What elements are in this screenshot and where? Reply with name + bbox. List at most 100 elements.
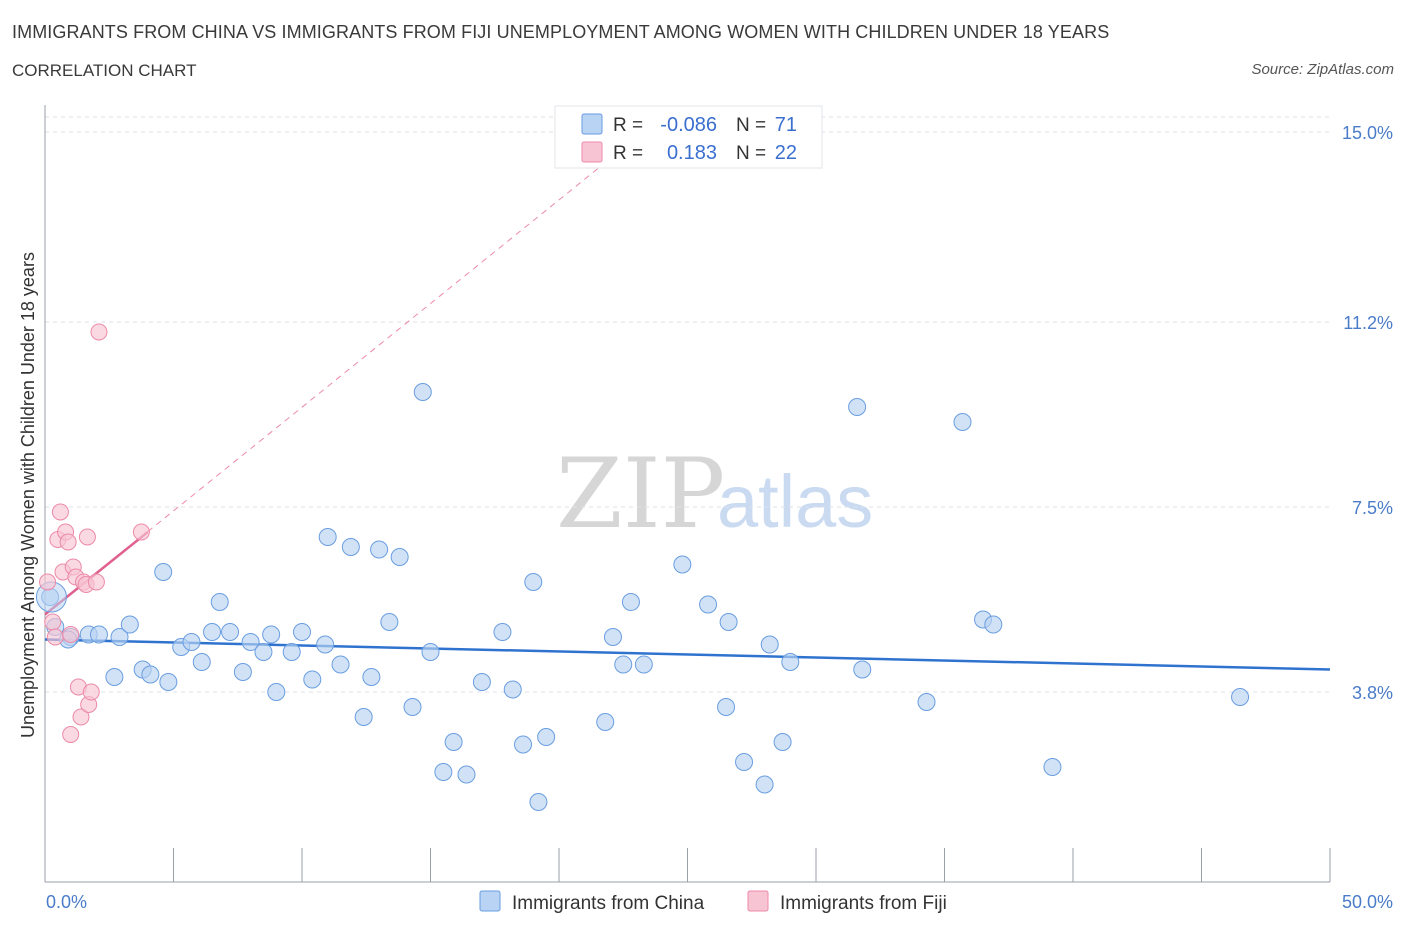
china-point [141, 665, 160, 684]
fiji-point [62, 626, 80, 643]
china-point [755, 775, 774, 794]
chart-subtitle: CORRELATION CHART [12, 61, 197, 80]
bottom-legend-swatch-fiji [747, 890, 769, 912]
china-point [233, 663, 252, 681]
china-point [380, 613, 399, 631]
bottom-legend-swatch-china [479, 890, 501, 912]
china-point [603, 628, 622, 646]
y-tick-label: 7.5% [1352, 498, 1393, 518]
chart-title: IMMIGRANTS FROM CHINA VS IMMIGRANTS FROM… [12, 22, 1110, 42]
china-point [254, 643, 273, 661]
china-point [221, 623, 240, 641]
fiji-point [132, 523, 150, 541]
fiji-point [90, 323, 108, 341]
china-point [514, 735, 533, 754]
china-point [760, 635, 779, 654]
fiji-point [72, 708, 90, 726]
fiji-point [39, 573, 57, 591]
china-point [390, 548, 409, 566]
y-axis-label: Unemployment Among Women with Children U… [18, 252, 38, 738]
china-point [210, 593, 229, 611]
china-point [493, 623, 512, 641]
china-point [953, 413, 972, 431]
legend-swatch-china [581, 113, 603, 135]
china-point [362, 668, 381, 686]
china-point [984, 615, 1003, 634]
china-point [853, 660, 872, 679]
legend-n-value-fiji: 22 [775, 142, 797, 164]
china-point [917, 693, 936, 711]
y-tick-label: 15.0% [1342, 123, 1393, 143]
fiji-point [78, 528, 96, 546]
trend-lines [44, 116, 1331, 671]
china-point [159, 673, 178, 691]
china-point [89, 625, 108, 644]
fiji-point [82, 683, 100, 701]
china-point [154, 563, 173, 581]
bottom-legend-label-fiji: Immigrants from Fiji [780, 893, 947, 914]
china-point [241, 633, 260, 651]
china-point [596, 713, 615, 731]
y-tick-label: 3.8% [1352, 683, 1393, 703]
legend-n-value-china: 71 [775, 114, 797, 136]
china-point [370, 540, 389, 559]
gridlines [45, 116, 1330, 693]
top-legend: R = -0.086 N = 71 R = 0.183 N = 22 [554, 105, 823, 169]
x-tick-label-max: 50.0% [1342, 892, 1393, 912]
axes [44, 105, 1331, 883]
china-point [699, 595, 718, 614]
x-tick-label-min: 0.0% [46, 892, 87, 912]
china-point [293, 623, 311, 641]
china-point [773, 733, 792, 751]
china-point [524, 573, 543, 591]
china-point [1043, 758, 1062, 776]
china-point [303, 670, 322, 689]
china-point [203, 623, 222, 641]
china-point [413, 383, 432, 401]
legend-r-label-fiji: R = [613, 143, 643, 164]
china-point [354, 708, 373, 726]
china-point [341, 538, 360, 556]
china-point [719, 613, 738, 631]
source-label: Source: ZipAtlas.com [1251, 61, 1394, 78]
china-point [282, 643, 301, 661]
china-point [781, 653, 800, 671]
china-point [421, 643, 440, 661]
china-point [434, 763, 453, 781]
china-point [673, 555, 692, 574]
china-point [457, 765, 476, 784]
china-point [318, 528, 337, 546]
china-point [537, 728, 556, 746]
china-point [621, 593, 640, 611]
china-point [1231, 688, 1250, 706]
china-points [35, 383, 1250, 811]
fiji-point [51, 503, 69, 521]
fiji-point [62, 726, 80, 743]
china-point [331, 655, 350, 674]
legend-n-label-fiji: N = [736, 143, 766, 164]
fiji-point [59, 533, 77, 551]
china-point [182, 633, 201, 651]
china-point [120, 615, 139, 634]
china-point [110, 628, 129, 646]
china-point [735, 753, 754, 771]
legend-r-label-china: R = [613, 115, 643, 136]
fiji-point [46, 628, 64, 646]
china-point [267, 683, 286, 701]
watermark-zip: ZIP [556, 438, 725, 550]
china-point [262, 625, 281, 644]
watermark-atlas: atlas [717, 460, 873, 543]
china-point [848, 398, 867, 416]
china-point [634, 655, 653, 674]
china-point [472, 673, 491, 691]
bottom-legend: Immigrants from China Immigrants from Fi… [479, 890, 947, 914]
china-point [503, 680, 522, 699]
fiji-point [87, 573, 105, 591]
legend-n-label-china: N = [736, 115, 766, 136]
china-point [717, 698, 736, 716]
legend-swatch-fiji [581, 141, 603, 163]
china-point [614, 655, 633, 674]
china-point [316, 635, 335, 654]
china-point [444, 733, 463, 751]
